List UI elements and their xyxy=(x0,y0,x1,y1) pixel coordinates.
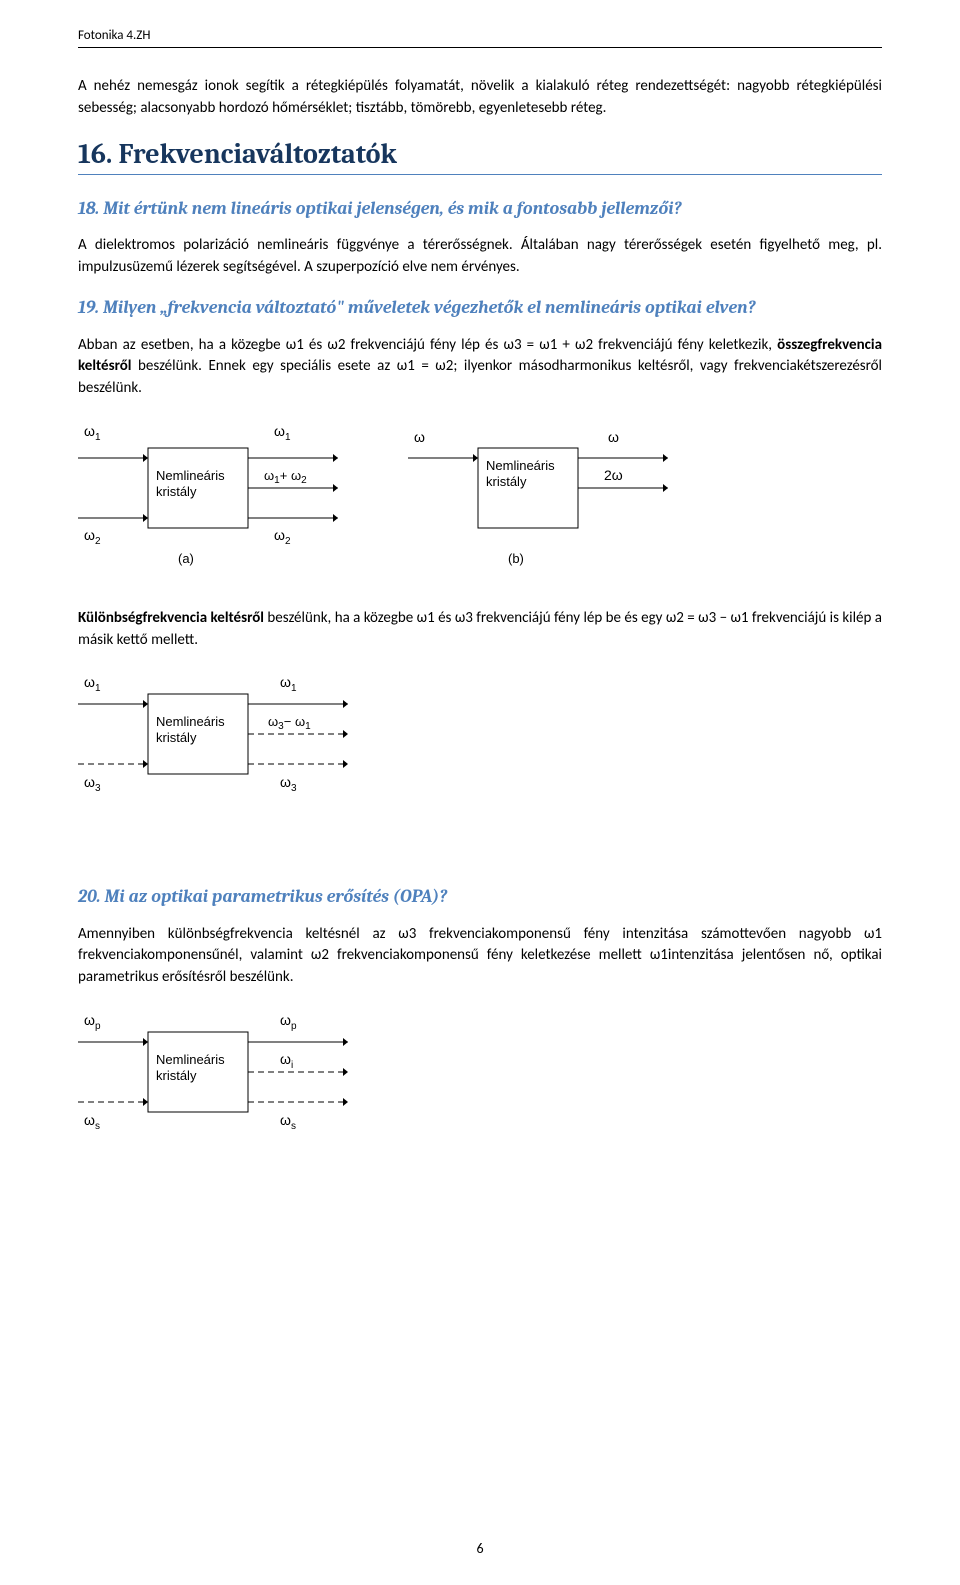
q19-heading: 19. Milyen „frekvencia változtató" művel… xyxy=(78,296,882,320)
q19-number: 19. xyxy=(78,297,99,318)
svg-text:ω: ω xyxy=(608,429,619,445)
q18-title: Mit értünk nem lineáris optikai jelenség… xyxy=(103,198,681,219)
intro-paragraph: A nehéz nemesgáz ionok segítik a rétegki… xyxy=(78,76,882,120)
svg-text:2ω: 2ω xyxy=(604,467,623,483)
diagram-diff: Nemlineáris kristály ω1 ω3 ω1 ω3− ω1 ω3 xyxy=(78,669,358,799)
diagram-opa: Nemlineáris kristály ωp ωs ωp ωi ωs xyxy=(78,1007,358,1137)
svg-text:kristály: kristály xyxy=(156,1068,197,1083)
q20-heading: 20. Mi az optikai parametrikus erősítés … xyxy=(78,885,882,909)
svg-text:ω1: ω1 xyxy=(280,674,297,694)
q19-title: Milyen „frekvencia változtató" műveletek… xyxy=(103,297,756,318)
svg-text:ω2: ω2 xyxy=(84,527,101,547)
svg-text:ω1: ω1 xyxy=(84,674,101,694)
q20-title: Mi az optikai parametrikus erősítés (OPA… xyxy=(104,886,447,907)
svg-text:ω3: ω3 xyxy=(280,774,297,794)
q18-body: A dielektromos polarizáció nemlineáris f… xyxy=(78,235,882,279)
svg-text:ω3: ω3 xyxy=(84,774,101,794)
page-header: Fotonika 4.ZH xyxy=(78,28,882,48)
svg-text:ωp: ωp xyxy=(84,1012,101,1032)
sum-shg-diagrams: Nemlineáris kristály ω1 ω2 ω1 ω1+ ω2 ω2 … xyxy=(78,418,882,568)
svg-text:Nemlineáris: Nemlineáris xyxy=(156,1052,225,1067)
svg-text:Nemlineáris: Nemlineáris xyxy=(156,714,225,729)
q19-body1-post: beszélünk. Ennek egy speciális esete az … xyxy=(78,357,882,397)
page-number: 6 xyxy=(0,1540,960,1557)
section-16-title: Frekvenciaváltoztatók xyxy=(119,138,397,170)
svg-text:(a): (a) xyxy=(178,551,194,566)
svg-text:kristály: kristály xyxy=(156,730,197,745)
svg-text:ω1+ ω2: ω1+ ω2 xyxy=(264,468,307,486)
svg-text:ωs: ωs xyxy=(84,1112,100,1132)
q18-heading: 18. Mit értünk nem lineáris optikai jele… xyxy=(78,197,882,221)
svg-text:ω3− ω1: ω3− ω1 xyxy=(268,714,311,732)
difference-diagram-row: Nemlineáris kristály ω1 ω3 ω1 ω3− ω1 ω3 xyxy=(78,669,882,799)
opa-diagram-row: Nemlineáris kristály ωp ωs ωp ωi ωs xyxy=(78,1007,882,1137)
q19-body1-pre: Abban az esetben, ha a közegbe ω1 és ω2 … xyxy=(78,336,777,354)
box-label-a: Nemlineáris xyxy=(156,468,225,483)
q20-number: 20. xyxy=(78,886,100,907)
diagram-b: Nemlineáris kristály ω ω 2ω (b) xyxy=(408,418,678,568)
q20-body: Amennyiben különbségfrekvencia keltésnél… xyxy=(78,924,882,989)
svg-text:ω2: ω2 xyxy=(274,527,291,547)
header-title: Fotonika 4.ZH xyxy=(78,28,150,43)
q18-number: 18. xyxy=(78,198,99,219)
q19-body2: Különbségfrekvencia keltésről beszélünk,… xyxy=(78,608,882,652)
section-16-heading: 16. Frekvenciaváltoztatók xyxy=(78,138,882,175)
svg-text:ω1: ω1 xyxy=(84,423,101,443)
svg-text:kristály: kristály xyxy=(486,474,527,489)
diagram-a: Nemlineáris kristály ω1 ω2 ω1 ω1+ ω2 ω2 … xyxy=(78,418,348,568)
svg-text:ωi: ωi xyxy=(280,1051,293,1071)
box-label-a2: kristály xyxy=(156,484,197,499)
svg-text:(b): (b) xyxy=(508,551,524,566)
svg-text:ω: ω xyxy=(414,429,425,445)
svg-text:ω1: ω1 xyxy=(274,423,291,443)
section-16-number: 16. xyxy=(78,138,112,170)
svg-text:ωs: ωs xyxy=(280,1112,296,1132)
q19-body1: Abban az esetben, ha a közegbe ω1 és ω2 … xyxy=(78,335,882,400)
q19-body2-bold: Különbségfrekvencia keltésről xyxy=(78,609,264,627)
svg-text:ωp: ωp xyxy=(280,1012,297,1032)
svg-text:Nemlineáris: Nemlineáris xyxy=(486,458,555,473)
